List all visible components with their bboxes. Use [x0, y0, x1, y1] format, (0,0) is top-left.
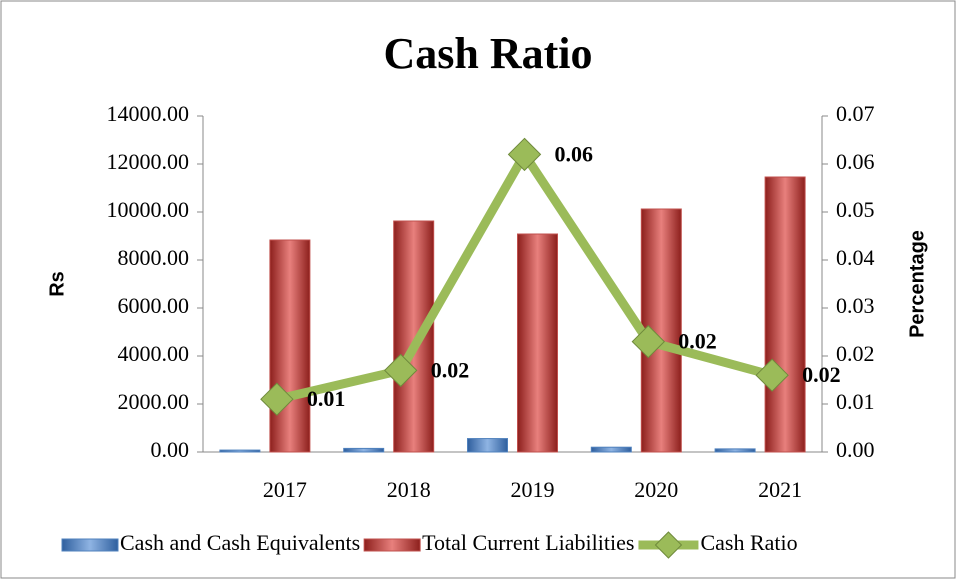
bar: [219, 449, 261, 453]
x-tick-label: 2021: [758, 477, 802, 502]
bar: [269, 239, 311, 453]
bar: [590, 446, 632, 453]
legend-swatch: [654, 531, 683, 559]
y2-tick-label: 0.02: [836, 341, 875, 366]
y-tick-label: 6000.00: [118, 293, 190, 318]
y-tick-label: 12000.00: [107, 149, 190, 174]
y-tick-label: 2000.00: [118, 389, 190, 414]
marker: [507, 137, 542, 172]
x-tick-label: 2019: [511, 477, 555, 502]
legend-label: Total Current Liabilities: [422, 530, 634, 555]
bar: [467, 438, 508, 453]
y2-tick-label: 0.04: [836, 245, 875, 270]
bar: [393, 220, 435, 453]
data-label: 0.01: [307, 386, 346, 411]
y-tick-label: 4000.00: [118, 341, 190, 366]
data-label: 0.02: [431, 357, 470, 382]
y-tick-label: 14000.00: [107, 101, 190, 126]
data-label: 0.02: [678, 329, 717, 354]
y2-tick-label: 0.05: [836, 197, 875, 222]
data-label: 0.02: [802, 362, 841, 387]
bar: [517, 233, 558, 453]
x-tick-label: 2020: [634, 477, 678, 502]
legend-swatch: [363, 538, 421, 552]
x-tick-label: 2018: [387, 477, 431, 502]
y2-tick-label: 0.06: [836, 149, 875, 174]
bar: [764, 176, 806, 453]
y2-tick-label: 0.03: [836, 293, 875, 318]
data-label: 0.06: [555, 141, 594, 166]
marker: [631, 324, 666, 359]
y2-tick-label: 0.07: [836, 101, 875, 126]
bar: [714, 448, 756, 453]
x-tick-label: 2017: [263, 477, 307, 502]
marker: [260, 382, 294, 416]
y2-tick-label: 0.01: [836, 389, 875, 414]
marker: [383, 353, 418, 388]
legend-label: Cash and Cash Equivalents: [120, 530, 360, 555]
y2-axis-label: Percentage: [906, 230, 928, 338]
y-tick-label: 0.00: [151, 437, 190, 462]
legend-swatch: [61, 538, 119, 552]
y2-tick-label: 0.00: [836, 437, 875, 462]
bar: [343, 447, 385, 453]
y-tick-label: 10000.00: [107, 197, 190, 222]
y-axis-label: Rs: [46, 271, 68, 297]
y-tick-label: 8000.00: [118, 245, 190, 270]
marker: [755, 358, 789, 392]
chart-title: Cash Ratio: [383, 29, 592, 78]
legend-label: Cash Ratio: [700, 530, 797, 555]
